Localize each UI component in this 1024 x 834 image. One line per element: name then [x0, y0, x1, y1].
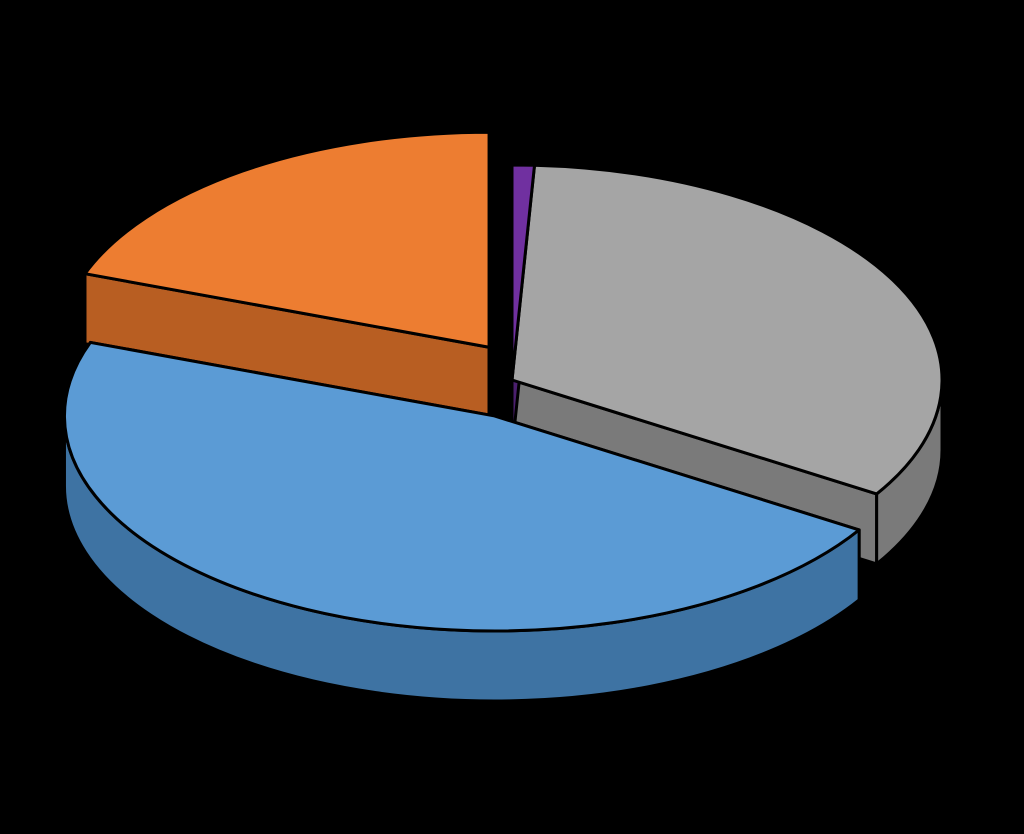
pie-chart-3d: [0, 0, 1024, 834]
pie-tops: [64, 132, 942, 631]
